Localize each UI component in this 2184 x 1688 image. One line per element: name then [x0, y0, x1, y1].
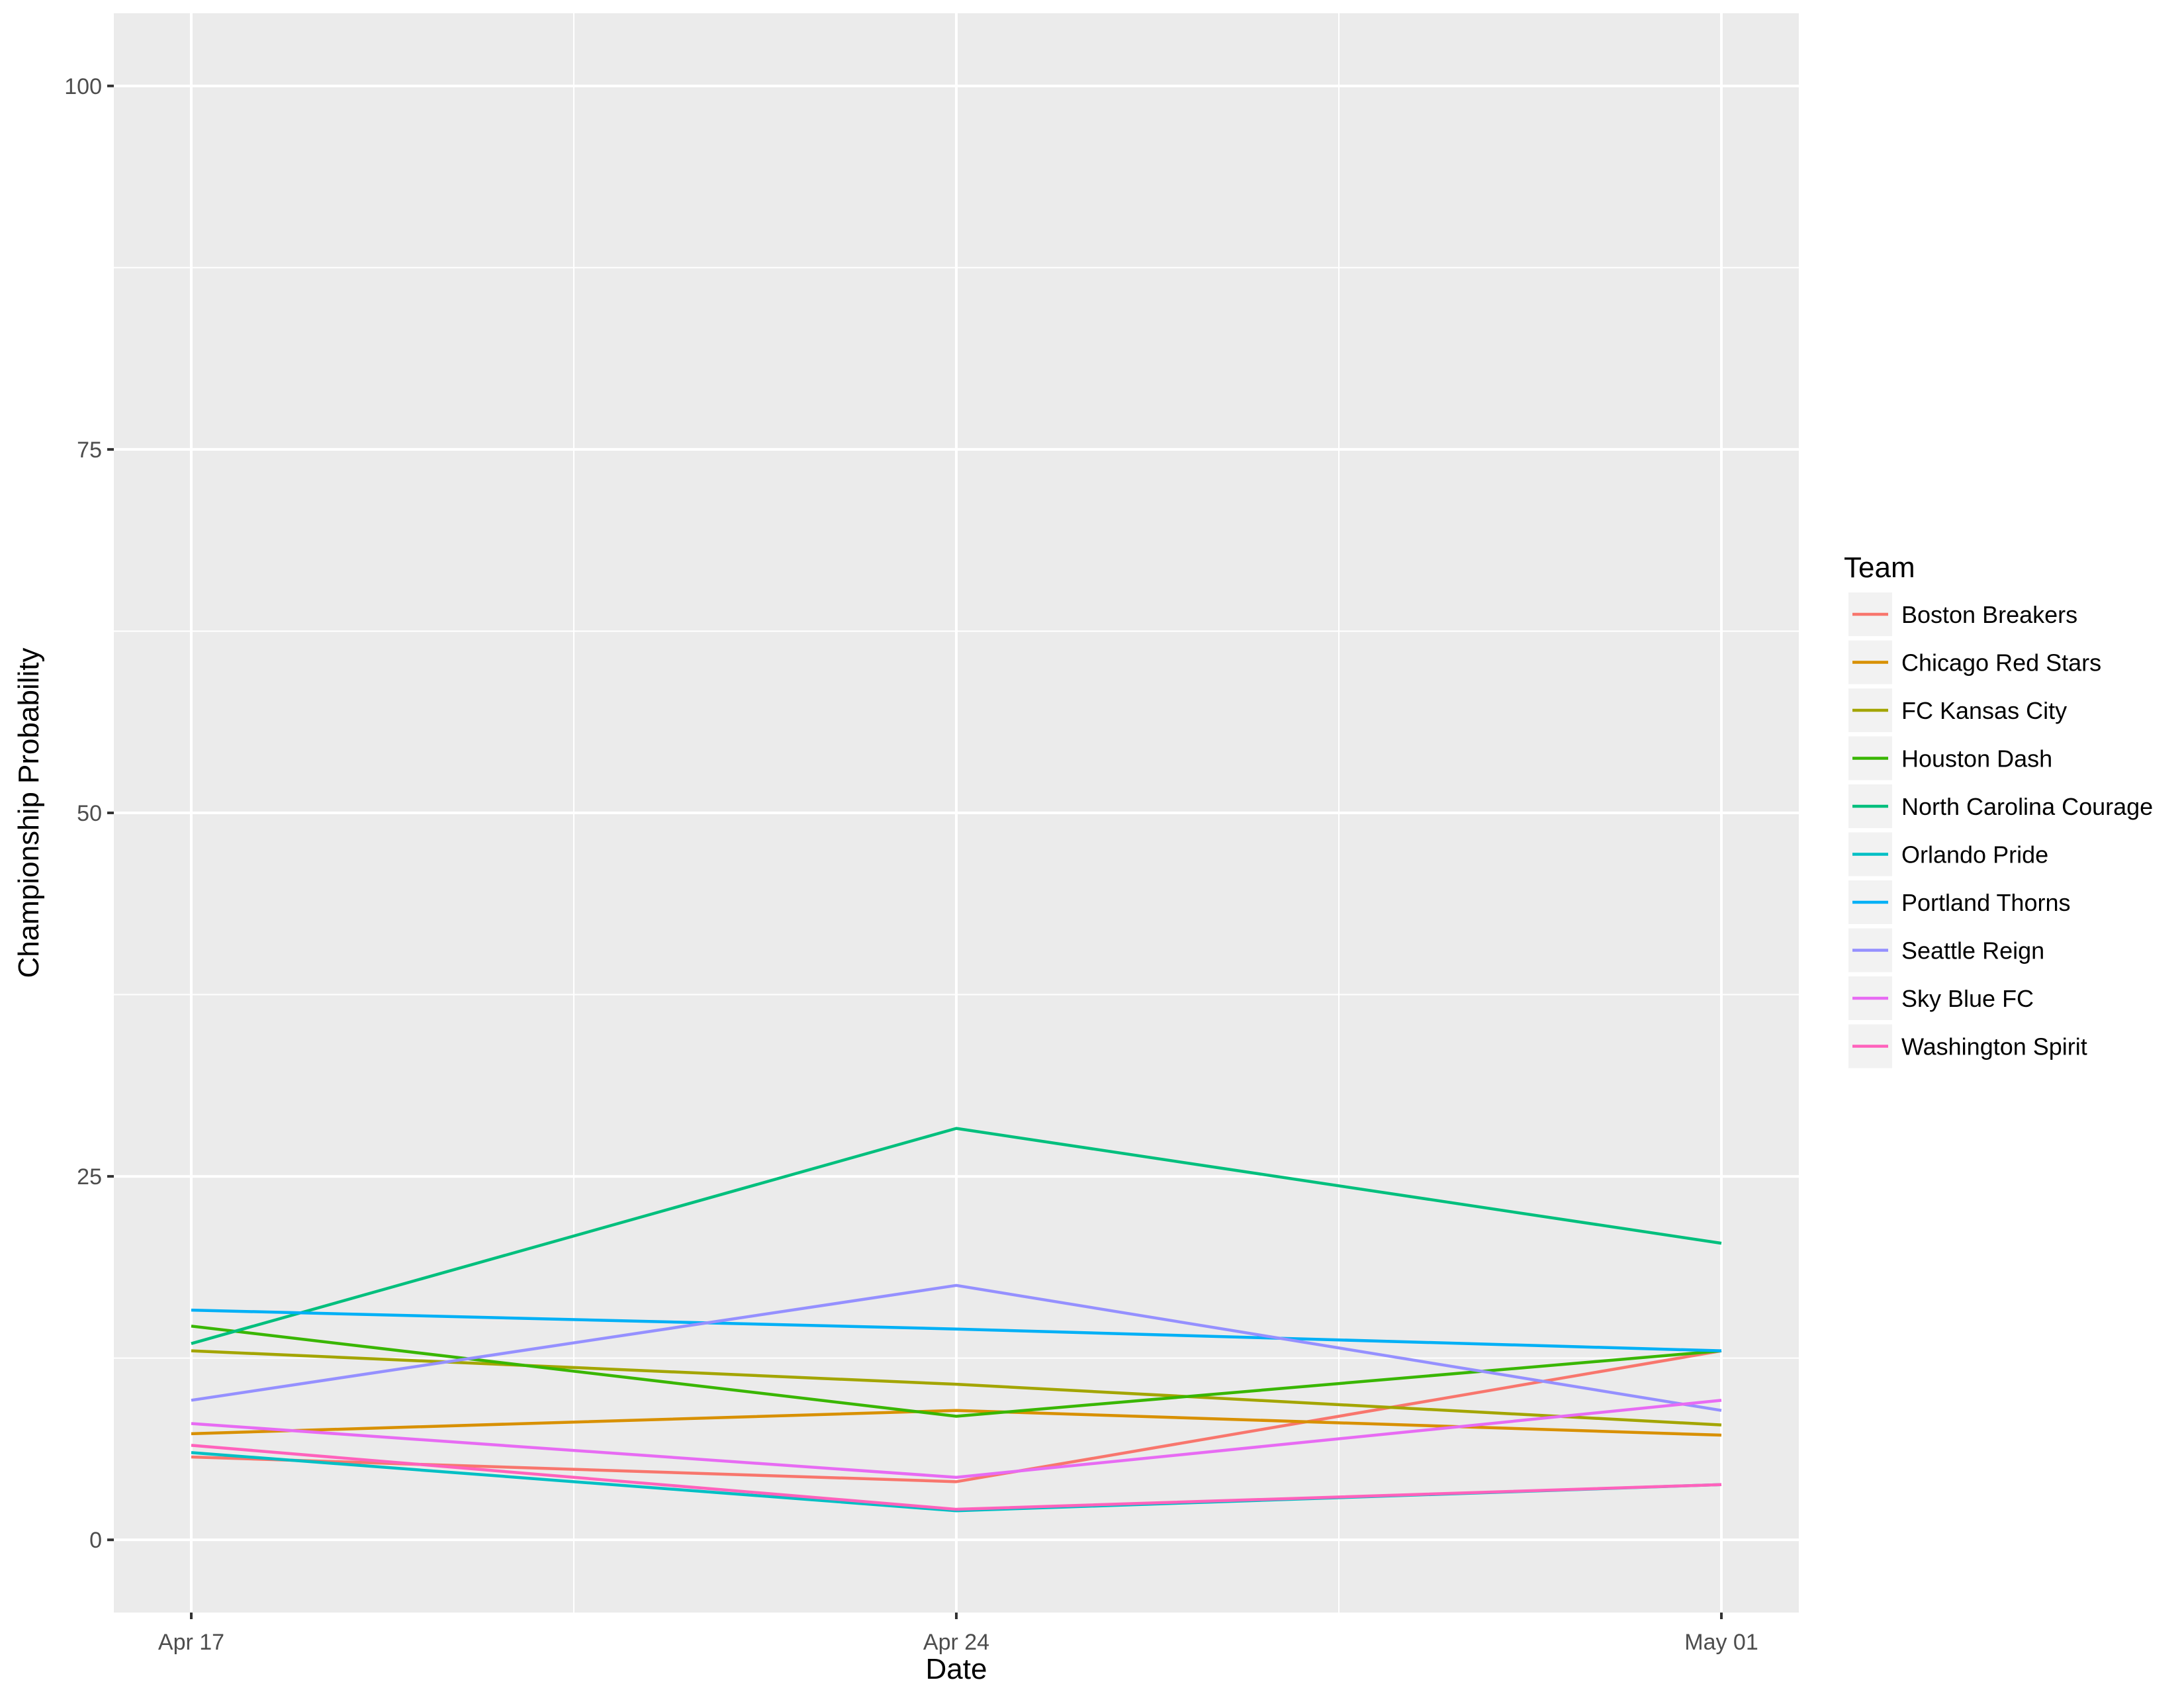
series-line-sky-blue-fc [191, 1399, 1722, 1479]
y-tick-label: 0 [89, 1528, 102, 1553]
legend-label-north-carolina-courage: North Carolina Courage [1901, 793, 2153, 820]
y-tick-label: 75 [77, 438, 102, 463]
legend: Team Boston Breakers Chicago Red Stars FC … [1844, 551, 2153, 1068]
y-axis: 0 25 50 75 100 [64, 74, 114, 1553]
y-tick-label: 50 [77, 801, 102, 826]
legend-label-washington-spirit: Washington Spirit [1901, 1033, 2087, 1060]
legend-label-sky-blue-fc: Sky Blue FC [1901, 985, 2034, 1012]
x-tick-label: Apr 17 [158, 1630, 224, 1655]
series-line-north-carolina-courage [191, 1127, 1722, 1345]
x-tick-label: Apr 24 [923, 1630, 989, 1655]
series-line-portland-thorns [191, 1308, 1722, 1352]
series-line-washington-spirit [191, 1444, 1722, 1511]
legend-items: Boston Breakers Chicago Red Stars FC Kansa… [1848, 592, 2153, 1068]
series-line-houston-dash [191, 1325, 1722, 1418]
legend-label-orlando-pride: Orlando Pride [1901, 841, 2048, 868]
major-gridlines [114, 13, 1799, 1613]
legend-label-fc-kansas-city: FC Kansas City [1901, 697, 2067, 724]
legend-title: Team [1844, 551, 1915, 584]
y-tick-label: 100 [64, 74, 102, 99]
series-lines [191, 1127, 1722, 1513]
series-line-seattle-reign [191, 1284, 1722, 1412]
legend-label-portland-thorns: Portland Thorns [1901, 889, 2070, 916]
x-axis: Apr 17 Apr 24 May 01 [158, 1613, 1758, 1655]
legend-label-seattle-reign: Seattle Reign [1901, 937, 2044, 964]
x-axis-title: Date [926, 1653, 987, 1685]
legend-label-chicago-red-stars: Chicago Red Stars [1901, 649, 2101, 677]
legend-label-boston-breakers: Boston Breakers [1901, 601, 2077, 628]
y-tick-label: 25 [77, 1164, 102, 1190]
legend-label-houston-dash: Houston Dash [1901, 745, 2052, 773]
y-axis-title: Championship Probability [13, 648, 45, 978]
x-tick-label: May 01 [1684, 1630, 1758, 1655]
